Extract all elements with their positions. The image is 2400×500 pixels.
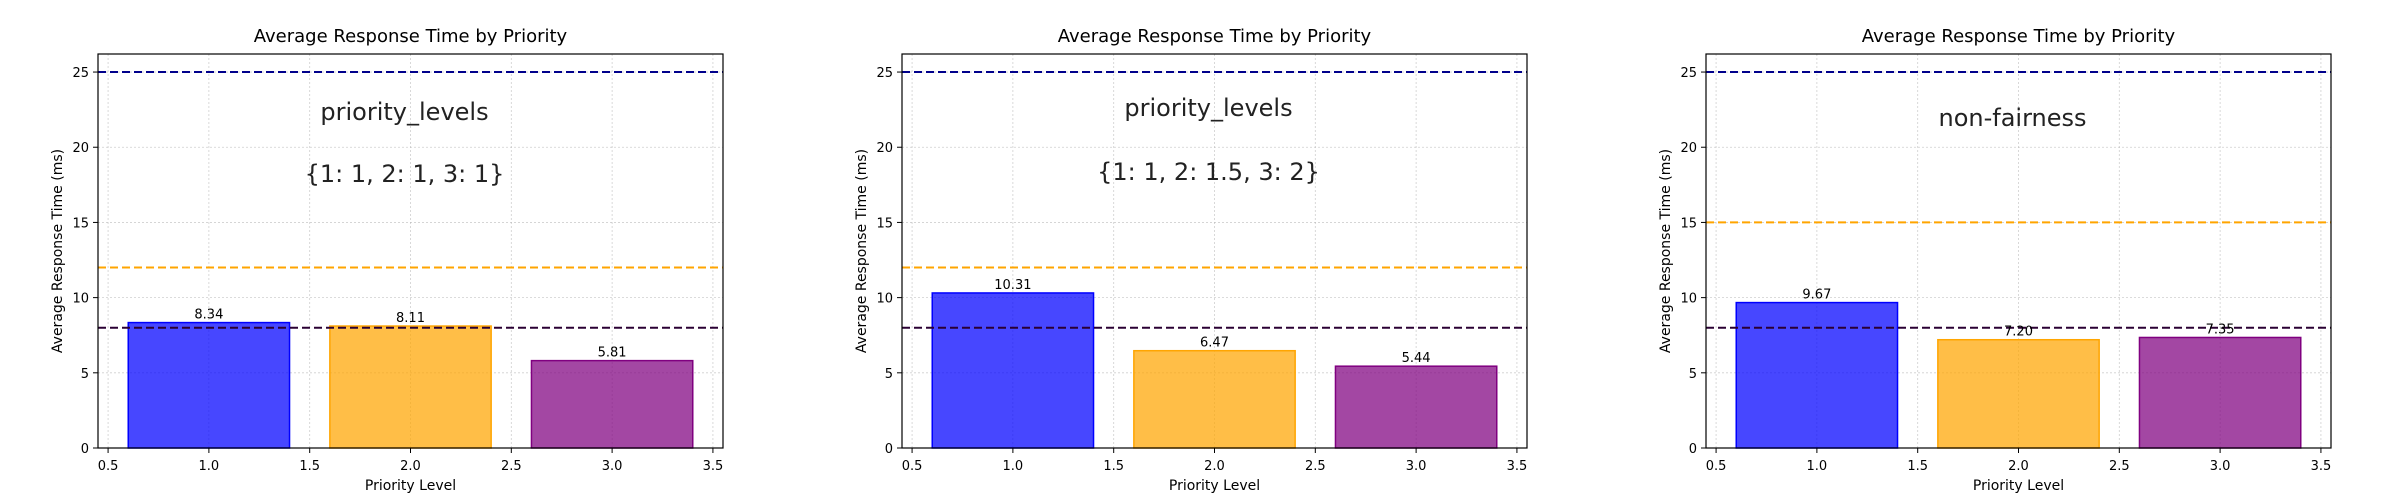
bar-3 [2138, 336, 2302, 449]
y-tick-label: 0 [885, 442, 893, 457]
bar-value-label: 7.35 [2206, 322, 2235, 337]
x-tick-label: 0.5 [902, 459, 923, 474]
chart-title: Average Response Time by Priority [1058, 26, 1372, 47]
bar-value-label: 5.81 [598, 346, 627, 361]
chart-panel-3: 9.67 7.20 7.35 non-fairness 0.5 1.0 1.5 2.0 2.5 3… [1658, 26, 2332, 494]
y-axis-label: Average Response Time (ms) [854, 149, 870, 353]
y-tick-label: 5 [81, 367, 89, 382]
x-axis-label: Priority Level [1169, 478, 1260, 494]
y-tick-label: 20 [72, 141, 89, 156]
bar-value-label: 10.31 [994, 278, 1031, 293]
chart-title: Average Response Time by Priority [254, 26, 568, 47]
bar-1 [127, 321, 291, 449]
bar-value-label: 6.47 [1200, 336, 1229, 351]
x-tick-label: 3.0 [2210, 459, 2231, 474]
y-axis-label: Average Response Time (ms) [50, 149, 66, 353]
x-tick-label: 2.0 [400, 459, 421, 474]
x-tick-label: 0.5 [98, 459, 119, 474]
x-axis-label: Priority Level [1973, 478, 2064, 494]
y-tick-label: 10 [72, 292, 89, 307]
y-tick-label: 5 [885, 367, 893, 382]
bar-value-label: 8.34 [194, 308, 223, 323]
bar-2 [1133, 349, 1296, 449]
y-axis-label: Average Response Time (ms) [1658, 149, 1674, 353]
x-tick-label: 1.5 [1907, 459, 1928, 474]
x-tick-label: 1.5 [1103, 459, 1124, 474]
bar-2 [1937, 338, 2100, 449]
x-tick-label: 2.5 [2109, 459, 2130, 474]
annotation-text: priority_levels [320, 98, 488, 126]
chart-panel-2: 10.31 6.47 5.44 priority_levels {1: 1, 2: 1.… [854, 26, 1528, 494]
x-axis-label: Priority Level [365, 478, 456, 494]
x-tick-label: 3.0 [602, 459, 623, 474]
y-tick-label: 5 [1689, 367, 1697, 382]
y-tick-label: 20 [1680, 141, 1697, 156]
x-tick-label: 3.5 [1507, 459, 1528, 474]
x-tick-label: 3.0 [1406, 459, 1427, 474]
bar-value-label: 9.67 [1802, 288, 1831, 303]
bar-1 [1735, 301, 1899, 449]
x-tick-label: 2.5 [1305, 459, 1326, 474]
bar-value-label: 8.11 [396, 311, 425, 326]
y-tick-label: 25 [876, 66, 893, 81]
y-tick-label: 25 [1680, 66, 1697, 81]
chart-title: Average Response Time by Priority [1862, 26, 2176, 47]
bar-1 [931, 292, 1095, 449]
y-tick-label: 0 [1689, 442, 1697, 457]
x-tick-label: 2.0 [2008, 459, 2029, 474]
y-tick-label: 15 [72, 216, 89, 231]
x-tick-label: 3.5 [703, 459, 724, 474]
bar-3 [530, 359, 694, 449]
x-tick-label: 3.5 [2311, 459, 2332, 474]
annotation-text: {1: 1, 2: 1, 3: 1} [305, 160, 505, 188]
y-tick-label: 10 [876, 292, 893, 307]
y-tick-label: 15 [876, 216, 893, 231]
bar-value-label: 7.20 [2004, 325, 2033, 340]
x-tick-label: 0.5 [1706, 459, 1727, 474]
y-tick-label: 15 [1680, 216, 1697, 231]
bar-value-label: 5.44 [1402, 351, 1431, 366]
chart-panel-1: 8.34 8.11 5.81 priority_levels {1: 1, 2: 1, … [50, 26, 724, 494]
y-tick-label: 25 [72, 66, 89, 81]
x-tick-label: 2.0 [1204, 459, 1225, 474]
bar-2 [329, 325, 492, 449]
annotation-text: {1: 1, 2: 1.5, 3: 2} [1097, 158, 1320, 186]
annotation-text: priority_levels [1124, 94, 1292, 122]
annotation-text: non-fairness [1938, 104, 2086, 132]
x-tick-label: 1.5 [299, 459, 320, 474]
x-tick-label: 1.0 [1003, 459, 1024, 474]
y-tick-label: 10 [1680, 292, 1697, 307]
x-tick-label: 1.0 [199, 459, 220, 474]
y-tick-label: 0 [81, 442, 89, 457]
x-tick-label: 2.5 [501, 459, 522, 474]
x-tick-label: 1.0 [1807, 459, 1828, 474]
bar-3 [1334, 365, 1498, 449]
y-tick-label: 20 [876, 141, 893, 156]
